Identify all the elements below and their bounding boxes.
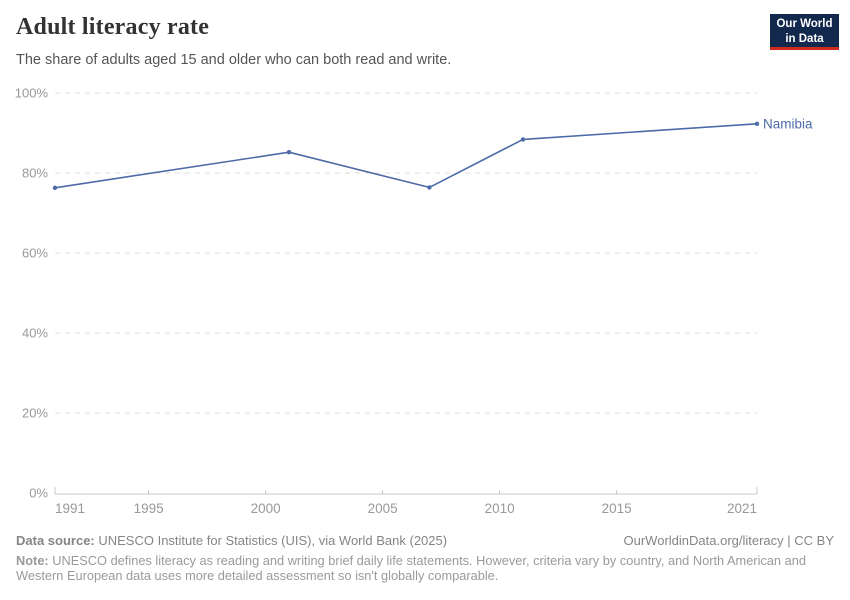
owid-logo-line2: in Data — [785, 32, 824, 45]
data-point — [520, 137, 526, 142]
y-axis-label: 0% — [29, 486, 48, 501]
data-source-value: UNESCO Institute for Statistics (UIS), v… — [94, 533, 448, 548]
data-point — [754, 121, 760, 127]
owid-url-link[interactable]: OurWorldinData.org/literacy | CC BY — [623, 533, 834, 548]
data-source-label: Data source: — [16, 533, 95, 548]
owid-logo[interactable]: Our World in Data — [770, 14, 839, 50]
footer-note: Note: UNESCO defines literacy as reading… — [16, 553, 836, 583]
x-axis-label: 1991 — [55, 501, 85, 516]
x-axis-label: 2015 — [602, 501, 632, 516]
chart-subtitle: The share of adults aged 15 and older wh… — [16, 52, 452, 68]
y-axis-label: 80% — [22, 166, 48, 181]
note-text: UNESCO defines literacy as reading and w… — [16, 553, 806, 584]
data-point — [52, 185, 58, 190]
data-source-text: Data source: UNESCO Institute for Statis… — [16, 533, 447, 548]
x-axis-label: 2021 — [727, 501, 757, 516]
y-axis-label: 20% — [22, 406, 48, 421]
page-title: Adult literacy rate — [16, 14, 210, 40]
data-line — [54, 123, 758, 189]
data-point — [286, 150, 292, 155]
y-axis-label: 60% — [22, 246, 48, 261]
x-axis-label: 1995 — [134, 501, 164, 516]
note-label: Note: — [16, 553, 49, 568]
series-end-label: Namibia — [763, 116, 813, 131]
x-axis-label: 2005 — [368, 501, 398, 516]
x-axis-label: 2010 — [485, 501, 515, 516]
footer-sources-row: Data source: UNESCO Institute for Statis… — [16, 533, 834, 548]
y-axis-label: 40% — [22, 326, 48, 341]
y-axis-label: 100% — [15, 86, 49, 101]
data-point — [427, 185, 432, 190]
x-axis-label: 2000 — [251, 501, 281, 516]
owid-logo-line1: Our World — [776, 18, 833, 30]
